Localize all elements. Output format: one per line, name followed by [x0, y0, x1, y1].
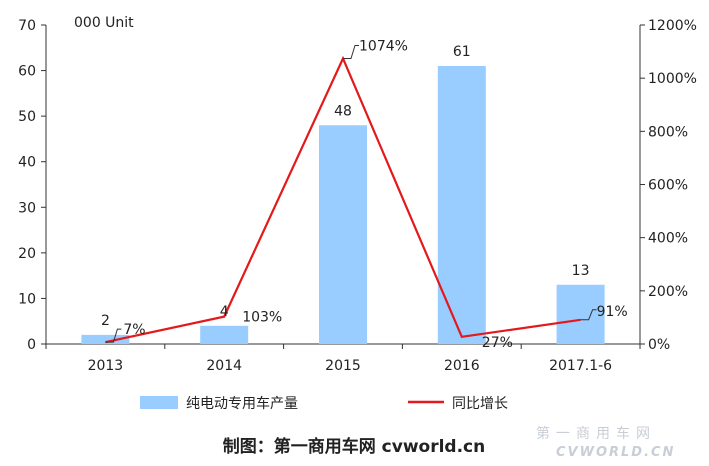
bar-value-label: 61 [453, 44, 471, 60]
y-left-tick-label: 60 [18, 64, 36, 80]
legend-swatch-bar [140, 396, 178, 409]
chart-credit: 制图：第一商用车网 cvworld.cn [223, 436, 485, 457]
growth-label-leader [343, 44, 359, 59]
y-left-tick-label: 50 [18, 109, 36, 125]
bar-production [556, 284, 605, 344]
y-left-tick-label: 40 [18, 155, 36, 171]
x-tick-label: 2014 [206, 358, 242, 374]
y-right-tick-label: 0% [648, 337, 670, 353]
bar-production [319, 125, 367, 344]
unit-label: 000 Unit [74, 15, 134, 31]
axes: 0 10 20 30 40 50 60 70 0% 200% 400% 600% 800% 1000% 12… [18, 18, 697, 374]
y-right-tick-label: 400% [648, 231, 688, 247]
x-tick-label: 2013 [88, 358, 124, 374]
growth-label-leader [580, 309, 597, 321]
bar-production [200, 325, 249, 344]
y-right-tick-label: 1200% [648, 18, 697, 34]
x-tick-label: 2017.1-6 [549, 358, 612, 374]
growth-value-label: 103% [242, 310, 282, 326]
bar-value-label: 48 [334, 103, 352, 119]
bar-value-label: 13 [572, 263, 590, 279]
y-left-tick-label: 0 [27, 337, 36, 353]
bar-production [81, 334, 130, 344]
y-right-tick-label: 1000% [648, 71, 697, 87]
legend-label-line: 同比增长 [452, 396, 508, 412]
watermark-en: CVWORLD.CN [556, 445, 675, 460]
y-right-tick-label: 600% [648, 178, 688, 194]
y-left-tick-label: 10 [18, 291, 36, 307]
legend: 纯电动专用车产量 同比增长 [140, 395, 508, 412]
bar-value-label: 2 [101, 313, 110, 329]
bar-value-label: 4 [220, 304, 229, 320]
x-tick-label: 2016 [444, 358, 480, 374]
watermark-cn: 第一商用车网 [536, 425, 656, 442]
y-left-tick-label: 30 [18, 200, 36, 216]
growth-value-label: 91% [597, 304, 628, 320]
legend-label-bar: 纯电动专用车产量 [186, 395, 298, 412]
growth-label-leader [105, 328, 122, 343]
growth-value-label: 7% [123, 322, 145, 338]
y-right-tick-label: 200% [648, 284, 688, 300]
data-labels: 2 4 48 61 13 7% 103% 1074% 27% 91% [101, 38, 628, 350]
bar-production [437, 66, 486, 344]
growth-value-label: 1074% [359, 38, 408, 54]
growth-value-label: 27% [482, 335, 513, 351]
y-left-tick-label: 20 [18, 246, 36, 262]
y-left-tick-label: 70 [18, 18, 36, 34]
y-right-tick-label: 800% [648, 124, 688, 140]
x-tick-label: 2015 [325, 358, 361, 374]
